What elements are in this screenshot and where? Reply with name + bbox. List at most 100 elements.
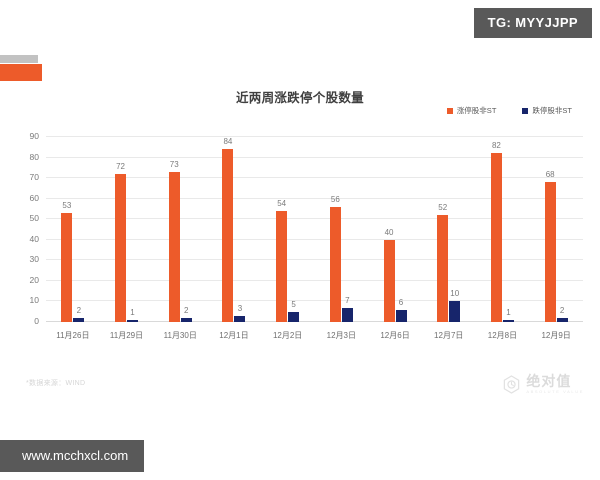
bar-down-limit[interactable]: 2: [73, 306, 85, 322]
bar-value-label: 53: [62, 201, 72, 211]
y-axis-tick-label: 70: [29, 172, 39, 183]
chart-title: 近两周涨跌停个股数量: [235, 91, 364, 105]
bar-up-limit[interactable]: 56: [329, 195, 341, 322]
bar-group: 52 10 12月7日: [422, 137, 476, 340]
bar-down-limit[interactable]: 2: [556, 306, 568, 322]
decorative-gray-bar: [0, 55, 38, 63]
bar-up-limit[interactable]: 54: [276, 199, 288, 322]
legend-swatch-icon: [522, 107, 529, 114]
x-axis-tick-label: 12月2日: [272, 331, 303, 340]
brand-logo-text: 绝对值: [526, 373, 572, 389]
bar-up-limit[interactable]: 53: [61, 201, 73, 322]
site-url-watermark: www.mcchxcl.com: [0, 440, 145, 472]
bar-value-label: 68: [545, 170, 555, 180]
bar-value-label: 72: [116, 162, 125, 171]
legend-label: 跌停股非ST: [532, 106, 572, 115]
tg-watermark-badge: TG: MYYJJPP: [473, 8, 592, 38]
chart-container: 近两周涨跌停个股数量 涨停股非ST 跌停股非ST 0 10 20 30 40 50 60 70 8…: [0, 76, 600, 401]
bar-value-label: 7: [345, 295, 350, 305]
bar-group: 84 3 12月1日: [207, 137, 261, 340]
bar-value-label: 52: [438, 203, 448, 213]
x-axis-tick-label: 12月6日: [380, 331, 410, 340]
bar-up-limit[interactable]: 73: [168, 160, 180, 322]
bar-group: 72 1 11月29日: [100, 137, 154, 340]
bar-up-limit[interactable]: 52: [437, 203, 449, 322]
bar-value-label: 3: [237, 303, 243, 313]
bar-down-limit[interactable]: 10: [449, 289, 461, 322]
x-axis-tick-label: 12月7日: [434, 331, 464, 340]
gridline: 90: [30, 131, 583, 141]
x-axis-tick-label: 11月30日: [163, 331, 197, 340]
bar-down-limit[interactable]: 1: [127, 308, 139, 322]
axis-baseline: 0: [34, 316, 583, 326]
y-axis-tick-label: 40: [29, 233, 39, 244]
brand-logo-subtext: ABSOLUTE VALUE: [526, 389, 584, 394]
y-axis-tick-label: 80: [29, 151, 39, 162]
bar-down-limit[interactable]: 1: [502, 308, 514, 322]
bar-down-limit[interactable]: 5: [288, 300, 300, 322]
bar-group: 82 1 12月8日: [476, 137, 530, 340]
bar-group: 56 7 12月3日: [315, 137, 369, 340]
x-axis-tick-label: 12月1日: [219, 331, 249, 340]
y-axis-tick-label: 30: [29, 254, 39, 265]
bar-up-limit[interactable]: 68: [544, 170, 556, 322]
gridline: 80: [30, 152, 583, 162]
bar-value-label: 84: [223, 137, 233, 147]
y-axis-tick-label: 90: [29, 131, 39, 141]
gridline: 20: [30, 275, 583, 285]
bar-up-limit[interactable]: 84: [222, 137, 234, 322]
bar-value-label: 2: [184, 305, 189, 315]
bar-value-label: 54: [277, 199, 287, 208]
bar-up-limit[interactable]: 40: [383, 228, 395, 322]
bar-value-label: 82: [491, 141, 501, 151]
bar-down-limit[interactable]: 3: [234, 304, 246, 322]
y-axis-tick-label: 0: [34, 316, 39, 326]
bar-group: 68 2 12月9日: [529, 137, 583, 340]
legend-label: 涨停股非ST: [456, 106, 497, 115]
gridline: 30: [30, 254, 583, 264]
gridline: 10: [30, 295, 583, 305]
bar-down-limit[interactable]: 6: [395, 298, 407, 322]
x-axis-tick-label: 11月29日: [109, 331, 144, 340]
legend-swatch-icon: [446, 107, 453, 114]
x-axis-tick-label: 11月26日: [56, 331, 90, 340]
gridline: 60: [30, 193, 583, 203]
bar-value-label: 1: [130, 307, 135, 317]
x-axis-tick-label: 12月8日: [487, 331, 518, 340]
legend-item[interactable]: 涨停股非ST: [446, 105, 497, 116]
hexagon-clock-logo-icon: [504, 374, 520, 394]
decorative-orange-bar: [0, 64, 42, 81]
y-axis-tick-label: 50: [29, 213, 39, 224]
gridline: 70: [30, 172, 583, 182]
x-axis-tick-label: 12月3日: [326, 331, 357, 340]
bar-value-label: 6: [398, 297, 404, 307]
x-axis-tick-label: 12月9日: [541, 331, 571, 340]
chart-plot-area: 0 10 20 30 40 50 60 70 80 90 53 2 11月26日 72 1 11月29日 73 2…: [30, 131, 583, 340]
y-axis-tick-label: 10: [29, 295, 39, 306]
bar-up-limit[interactable]: 82: [490, 141, 502, 322]
bar-value-label: 1: [506, 307, 511, 317]
y-axis-tick-label: 20: [29, 274, 39, 285]
decorative-corner-graphic: [0, 55, 50, 81]
data-source-note: *数据来源：WIND: [26, 380, 86, 387]
bar-down-limit[interactable]: 7: [341, 296, 353, 322]
bar-value-label: 2: [76, 305, 82, 315]
bar-group: 73 2 11月30日: [153, 137, 207, 340]
bar-value-label: 10: [450, 289, 460, 299]
gridline: 50: [30, 213, 583, 223]
bar-value-label: 5: [291, 299, 296, 309]
brand-logo-watermark: 绝对值 ABSOLUTE VALUE: [502, 374, 584, 394]
y-axis-tick-label: 60: [29, 192, 39, 203]
bar-value-label: 40: [384, 227, 394, 237]
gridline: 40: [30, 234, 583, 244]
legend-item[interactable]: 跌停股非ST: [522, 105, 572, 116]
bar-group: 53 2 11月26日: [46, 137, 100, 340]
bar-down-limit[interactable]: 2: [180, 306, 192, 322]
bar-value-label: 2: [559, 305, 565, 315]
bar-value-label: 56: [330, 194, 340, 204]
chart-legend: 涨停股非ST 跌停股非ST: [446, 105, 572, 116]
bar-value-label: 73: [169, 159, 179, 169]
bar-group: 54 5 12月2日: [261, 137, 315, 340]
bar-up-limit[interactable]: 72: [115, 162, 127, 322]
bar-group: 40 6 12月6日: [368, 137, 422, 340]
